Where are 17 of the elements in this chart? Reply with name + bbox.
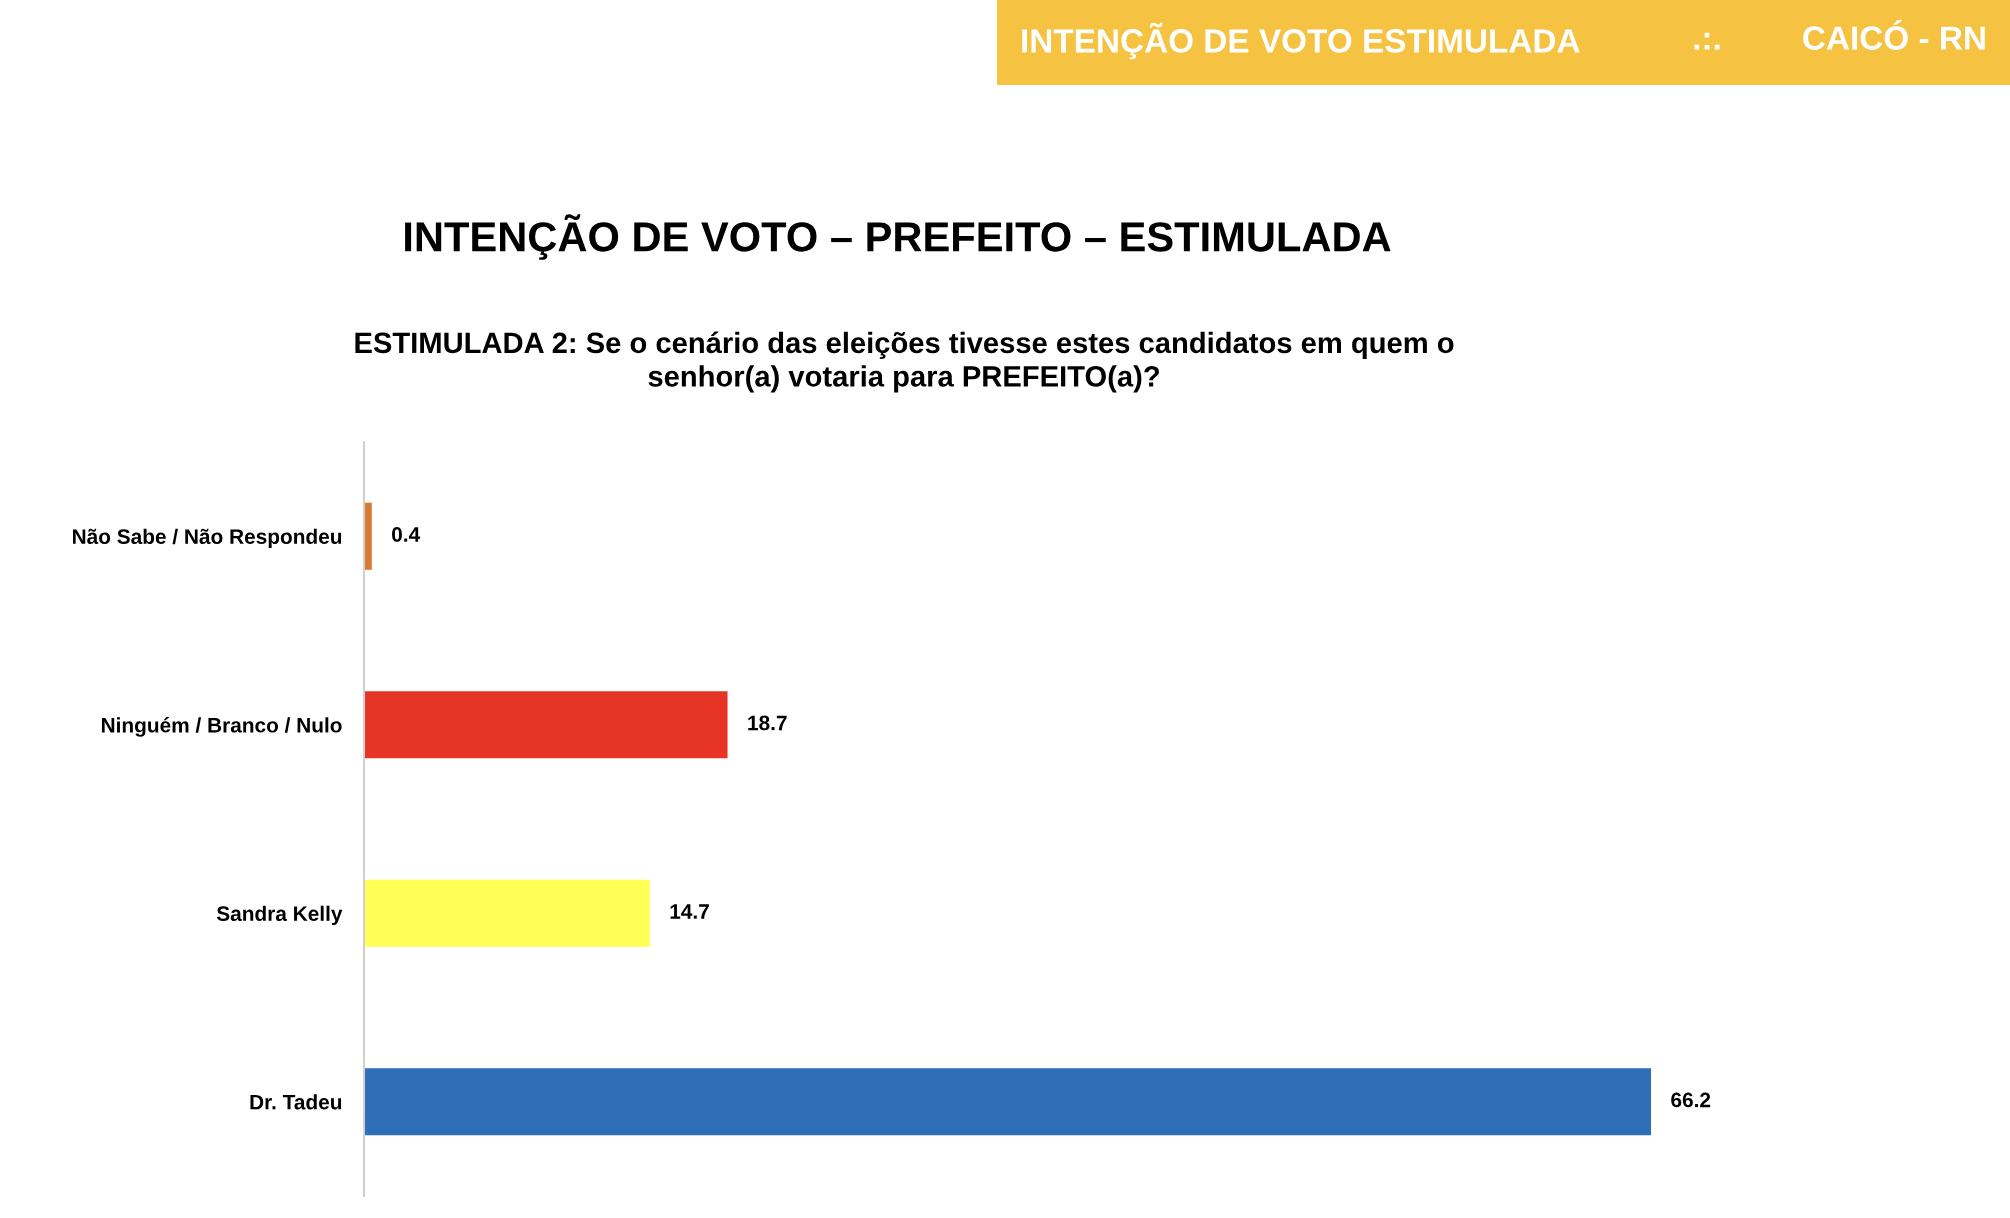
y-tick-label: Não Sabe / Não Respondeu (73, 528, 342, 549)
chart-subtitle: ESTIMULADA 2: Se o cenário das eleições tivesse estes candidatos em quem o senhor(a) votaria para PREFEITO(a)? (355, 331, 1454, 393)
text: CAICÓ - RN (1803, 20, 1985, 50)
bar (364, 502, 372, 570)
y-tick-label: Ninguém / Branco / Nulo (101, 717, 342, 737)
data-label: 18.7 (748, 715, 787, 731)
text: INTENÇÃO DE VOTO ESTIMULADA (1022, 22, 1580, 60)
data-label: 0.4 (392, 527, 421, 542)
bar (364, 879, 650, 947)
y-tick-label: Dr. Tadeu (250, 1094, 342, 1110)
bar (364, 691, 728, 759)
data-label: 14.7 (670, 904, 709, 919)
chart-title: INTENÇÃO DE VOTO – PREFEITO – ESTIMULADA (405, 214, 1391, 260)
text: .:. (1694, 32, 1720, 50)
bar (364, 1068, 1651, 1136)
data-label: 66.2 (1671, 1092, 1711, 1108)
y-tick-label: Sandra Kelly (216, 905, 343, 926)
